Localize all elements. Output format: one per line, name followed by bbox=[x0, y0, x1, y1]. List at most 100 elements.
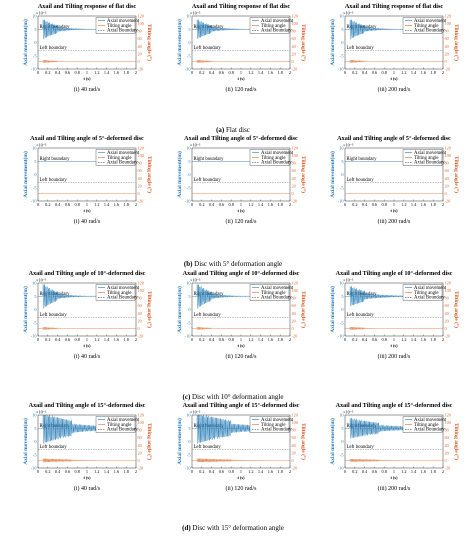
group-caption-tag: (c) bbox=[183, 393, 191, 401]
right-tick-label: -20 bbox=[292, 334, 298, 339]
x-tick-label: 1 bbox=[240, 70, 242, 75]
legend-box bbox=[402, 416, 443, 433]
left-tick-label: -5 bbox=[340, 320, 344, 325]
left-tick-label: 0 bbox=[341, 40, 343, 45]
right-tick-label: 20 bbox=[138, 51, 142, 56]
x-tick-label: 0.8 bbox=[75, 337, 80, 342]
y-axis-label-left: Axial movement(m) bbox=[329, 286, 336, 333]
legend-entry: Axial Boundary bbox=[414, 428, 445, 433]
x-tick-label: 0 bbox=[37, 337, 39, 342]
x-tick-label: 1.2 bbox=[94, 70, 99, 75]
legend-entry: Axial Boundary bbox=[261, 296, 292, 301]
right-tick-label: 120 bbox=[445, 14, 451, 19]
right-tick-label: 0 bbox=[292, 326, 294, 331]
right-tick-label: -20 bbox=[292, 466, 298, 471]
legend-box bbox=[249, 149, 290, 166]
speed-label: (ii) 120 rad/s bbox=[226, 353, 258, 360]
right-tick-label: 80 bbox=[445, 161, 449, 166]
left-tick-label: 0 bbox=[34, 439, 36, 444]
x-tick-label: 1.6 bbox=[268, 469, 274, 474]
left-tick-label: 10 bbox=[339, 413, 343, 418]
x-tick-label: 0.2 bbox=[199, 337, 204, 342]
y-axis-label-right: Tilting angle (°) bbox=[453, 24, 460, 61]
right-tick-label: 20 bbox=[138, 450, 142, 455]
series-tilting-angle bbox=[345, 326, 443, 331]
panel-title: Axail and Tilting angle of 10°-deformed … bbox=[183, 270, 300, 277]
left-tick-label: -5 bbox=[340, 185, 344, 190]
x-tick-label: 1.6 bbox=[114, 70, 120, 75]
chart-panel: Axail and Tilting angle of 10°-deformed … bbox=[329, 270, 460, 360]
left-boundary-label: Left boundary bbox=[347, 445, 375, 450]
left-tick-label: 5 bbox=[341, 294, 343, 299]
left-tick-label: 5 bbox=[341, 159, 343, 164]
legend-entry: Tilting angle bbox=[261, 156, 285, 161]
chart-panel: Axail and Tilting angle of 10°-deformed … bbox=[22, 270, 153, 360]
x-tick-label: 0.4 bbox=[55, 337, 61, 342]
right-tick-label: 100 bbox=[138, 420, 144, 425]
left-tick-label: 0 bbox=[341, 439, 343, 444]
right-tick-label: 80 bbox=[445, 428, 449, 433]
x-tick-label: 1.6 bbox=[421, 70, 427, 75]
x-tick-label: 1.2 bbox=[401, 202, 406, 207]
x-tick-label: 1.2 bbox=[248, 337, 253, 342]
x-tick-label: 1.2 bbox=[401, 70, 406, 75]
left-boundary-label: Left boundary bbox=[194, 46, 222, 51]
left-tick-label: 0 bbox=[34, 40, 36, 45]
x-tick-label: 0.2 bbox=[199, 70, 204, 75]
right-tick-label: -20 bbox=[292, 67, 298, 72]
x-tick-label: 1 bbox=[240, 469, 242, 474]
legend-entry: Axial Boundary bbox=[414, 296, 445, 301]
legend-entry: Axial movement bbox=[107, 151, 140, 156]
left-tick-label: -5 bbox=[187, 452, 191, 457]
right-tick-label: 40 bbox=[138, 443, 142, 448]
legend-entry: Axial movement bbox=[414, 418, 447, 423]
legend-entry: Axial movement bbox=[107, 418, 140, 423]
axis-exponent: ×10⁻³ bbox=[36, 410, 47, 415]
right-tick-label: 20 bbox=[292, 450, 296, 455]
right-tick-label: 60 bbox=[445, 303, 449, 308]
right-tick-label: 120 bbox=[138, 413, 144, 418]
legend-box bbox=[249, 416, 290, 433]
chart-panel: Axail and Tilting response of flat disc×… bbox=[22, 3, 153, 93]
axis-exponent: ×10⁻³ bbox=[36, 11, 47, 16]
right-tick-label: 20 bbox=[445, 183, 449, 188]
legend-box bbox=[95, 284, 136, 301]
right-boundary-label: Right boundary bbox=[347, 424, 378, 429]
left-tick-label: 10 bbox=[339, 146, 343, 151]
x-tick-label: 1.2 bbox=[248, 202, 253, 207]
x-tick-label: 1.4 bbox=[411, 337, 417, 342]
y-axis-label-right: Tilting angle (°) bbox=[453, 291, 460, 328]
left-tick-label: -10 bbox=[338, 334, 344, 339]
left-tick-label: -10 bbox=[338, 67, 344, 72]
speed-label: (iii) 200 rad/s bbox=[378, 353, 411, 360]
speed-label: (iii) 200 rad/s bbox=[378, 218, 411, 225]
right-tick-label: -20 bbox=[445, 466, 451, 471]
speed-label: (ii) 120 rad/s bbox=[226, 485, 258, 492]
y-axis-label-left: Axial movement(m) bbox=[22, 418, 29, 465]
x-tick-label: 0 bbox=[191, 70, 193, 75]
right-tick-label: 60 bbox=[138, 303, 142, 308]
x-tick-label: 2 bbox=[135, 70, 137, 75]
x-axis-label: t (s) bbox=[83, 475, 91, 480]
panel-title: Axail and Tilting response of flat disc bbox=[38, 3, 137, 10]
legend-entry: Axial Boundary bbox=[107, 161, 138, 166]
group-caption-tag: (a) bbox=[216, 126, 225, 134]
right-tick-label: 20 bbox=[445, 450, 449, 455]
series-tilting-angle bbox=[345, 458, 444, 463]
legend-entry: Axial Boundary bbox=[107, 296, 138, 301]
right-tick-label: 60 bbox=[445, 435, 449, 440]
legend-entry: Axial Boundary bbox=[261, 161, 292, 166]
x-tick-label: 0.8 bbox=[382, 469, 387, 474]
left-tick-label: -5 bbox=[340, 452, 344, 457]
x-tick-label: 0.8 bbox=[382, 202, 387, 207]
x-tick-label: 0.2 bbox=[352, 469, 357, 474]
x-tick-label: 0.4 bbox=[55, 70, 61, 75]
x-tick-label: 0.4 bbox=[362, 469, 368, 474]
x-tick-label: 1.4 bbox=[258, 469, 264, 474]
x-tick-label: 1.8 bbox=[431, 469, 436, 474]
y-axis-label-left: Axial movement(m) bbox=[22, 19, 29, 66]
x-tick-label: 2 bbox=[442, 70, 444, 75]
right-boundary-label: Right boundary bbox=[194, 157, 225, 162]
legend-box bbox=[402, 284, 443, 301]
x-tick-label: 0.2 bbox=[45, 70, 50, 75]
